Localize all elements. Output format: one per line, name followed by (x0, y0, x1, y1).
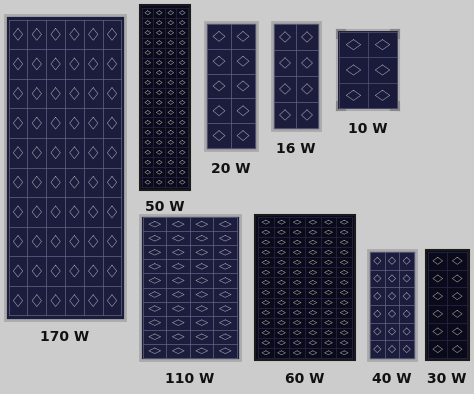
Bar (368, 250, 416, 360)
Text: 60 W: 60 W (285, 372, 325, 386)
Text: 40 W: 40 W (372, 372, 412, 386)
Text: 20 W: 20 W (211, 162, 251, 176)
Bar (5, 15, 125, 320)
Bar (426, 250, 469, 360)
Bar (140, 215, 240, 360)
Text: 170 W: 170 W (40, 330, 90, 344)
Bar (272, 22, 320, 130)
Bar (205, 22, 257, 150)
Text: 16 W: 16 W (276, 142, 316, 156)
Bar (255, 215, 355, 360)
Text: 110 W: 110 W (165, 372, 215, 386)
Text: 10 W: 10 W (348, 122, 388, 136)
Text: 50 W: 50 W (145, 200, 185, 214)
Bar (337, 30, 399, 110)
Text: 30 W: 30 W (428, 372, 467, 386)
Bar (140, 5, 190, 190)
